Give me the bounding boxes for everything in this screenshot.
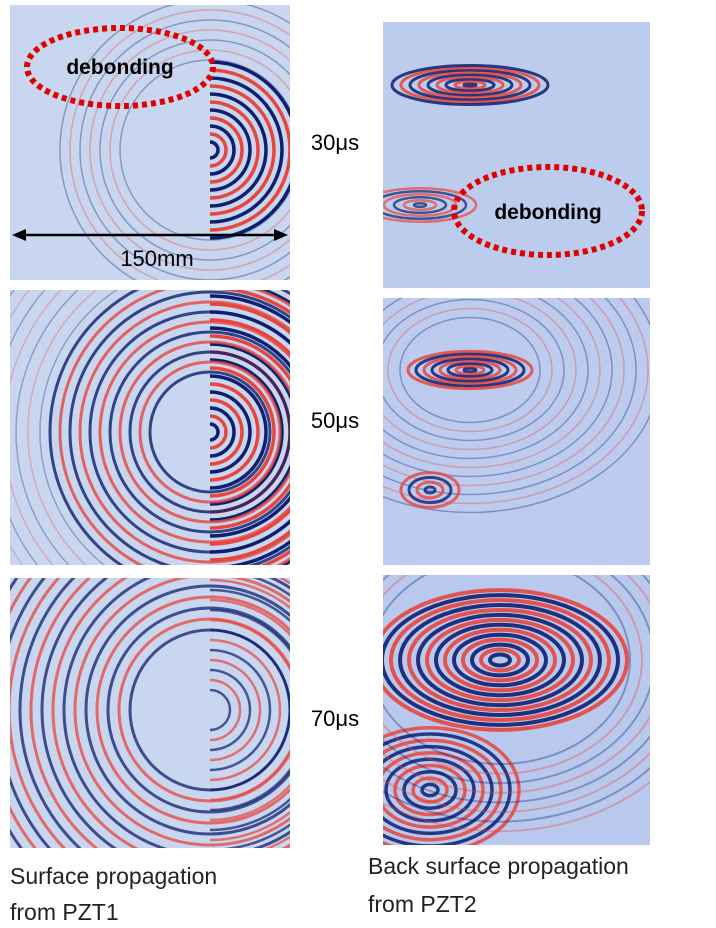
time-label: 50μs — [311, 408, 359, 433]
annotation: debonding — [494, 201, 601, 224]
time-label: 30μs — [311, 130, 359, 155]
caption: Back surface propagation — [368, 853, 629, 879]
time-label: 70μs — [311, 706, 359, 731]
caption: Surface propagation — [10, 863, 217, 889]
annotation: debonding — [66, 56, 173, 79]
scale-label: 150mm — [120, 246, 193, 271]
caption: from PZT1 — [10, 899, 119, 925]
wave-ring — [464, 84, 476, 87]
panel — [383, 22, 650, 288]
caption: from PZT2 — [368, 891, 477, 917]
figure: debonding debonding 150mm 30μs 50μs 70μs… — [0, 0, 716, 928]
